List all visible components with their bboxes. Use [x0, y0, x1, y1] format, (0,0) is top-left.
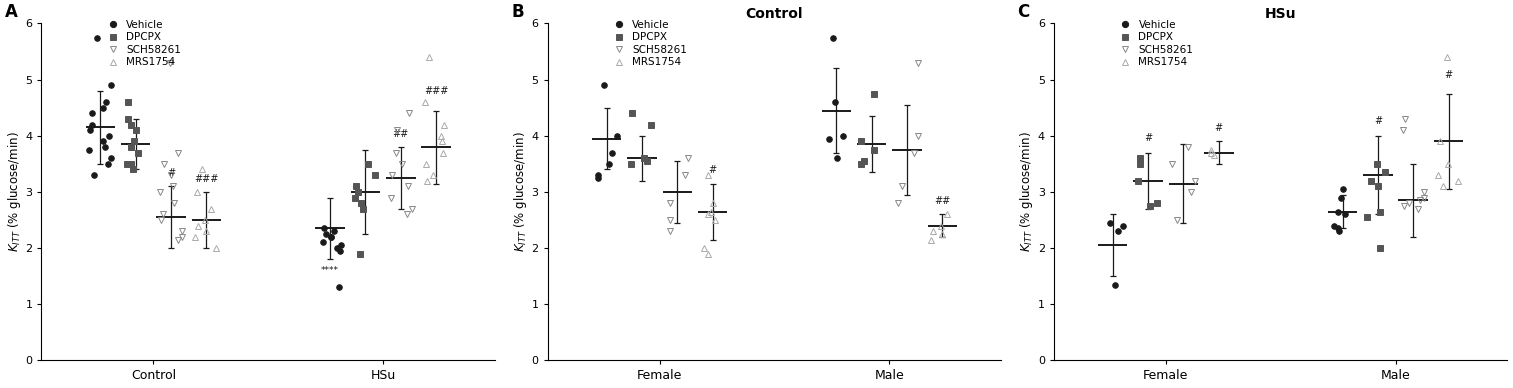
Y-axis label: $K_{ITT}$ (% glucose/min): $K_{ITT}$ (% glucose/min): [6, 132, 23, 252]
Text: ###: ###: [424, 87, 448, 97]
Text: #: #: [166, 168, 176, 178]
Text: #: #: [1215, 123, 1223, 133]
Text: A: A: [5, 3, 18, 21]
Title: Control: Control: [746, 7, 803, 21]
Legend: Vehicle, DPCPX, SCH58261, MRS1754: Vehicle, DPCPX, SCH58261, MRS1754: [101, 19, 182, 68]
Text: #: #: [708, 165, 717, 175]
Text: B: B: [511, 3, 523, 21]
Legend: Vehicle, DPCPX, SCH58261, MRS1754: Vehicle, DPCPX, SCH58261, MRS1754: [1114, 19, 1194, 68]
Title: HSu: HSu: [1265, 7, 1297, 21]
Text: #: #: [1374, 116, 1381, 126]
Text: #: #: [1445, 69, 1452, 80]
Legend: Vehicle, DPCPX, SCH58261, MRS1754: Vehicle, DPCPX, SCH58261, MRS1754: [607, 19, 688, 68]
Text: #: #: [1144, 133, 1153, 142]
Y-axis label: $K_{ITT}$ (% glucose/min): $K_{ITT}$ (% glucose/min): [511, 132, 528, 252]
Y-axis label: $K_{ITT}$ (% glucose/min): $K_{ITT}$ (% glucose/min): [1018, 132, 1035, 252]
Text: ##: ##: [393, 128, 409, 139]
Text: C: C: [1018, 3, 1030, 21]
Text: ###: ###: [194, 173, 218, 184]
Text: ****: ****: [321, 266, 339, 275]
Text: ##: ##: [934, 196, 950, 206]
